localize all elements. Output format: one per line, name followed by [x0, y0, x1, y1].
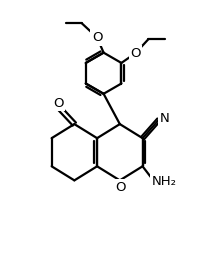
- Text: O: O: [53, 97, 63, 110]
- Text: O: O: [116, 181, 126, 194]
- Text: O: O: [130, 47, 141, 60]
- Text: O: O: [92, 31, 102, 44]
- Text: NH₂: NH₂: [152, 175, 177, 188]
- Text: N: N: [160, 112, 170, 125]
